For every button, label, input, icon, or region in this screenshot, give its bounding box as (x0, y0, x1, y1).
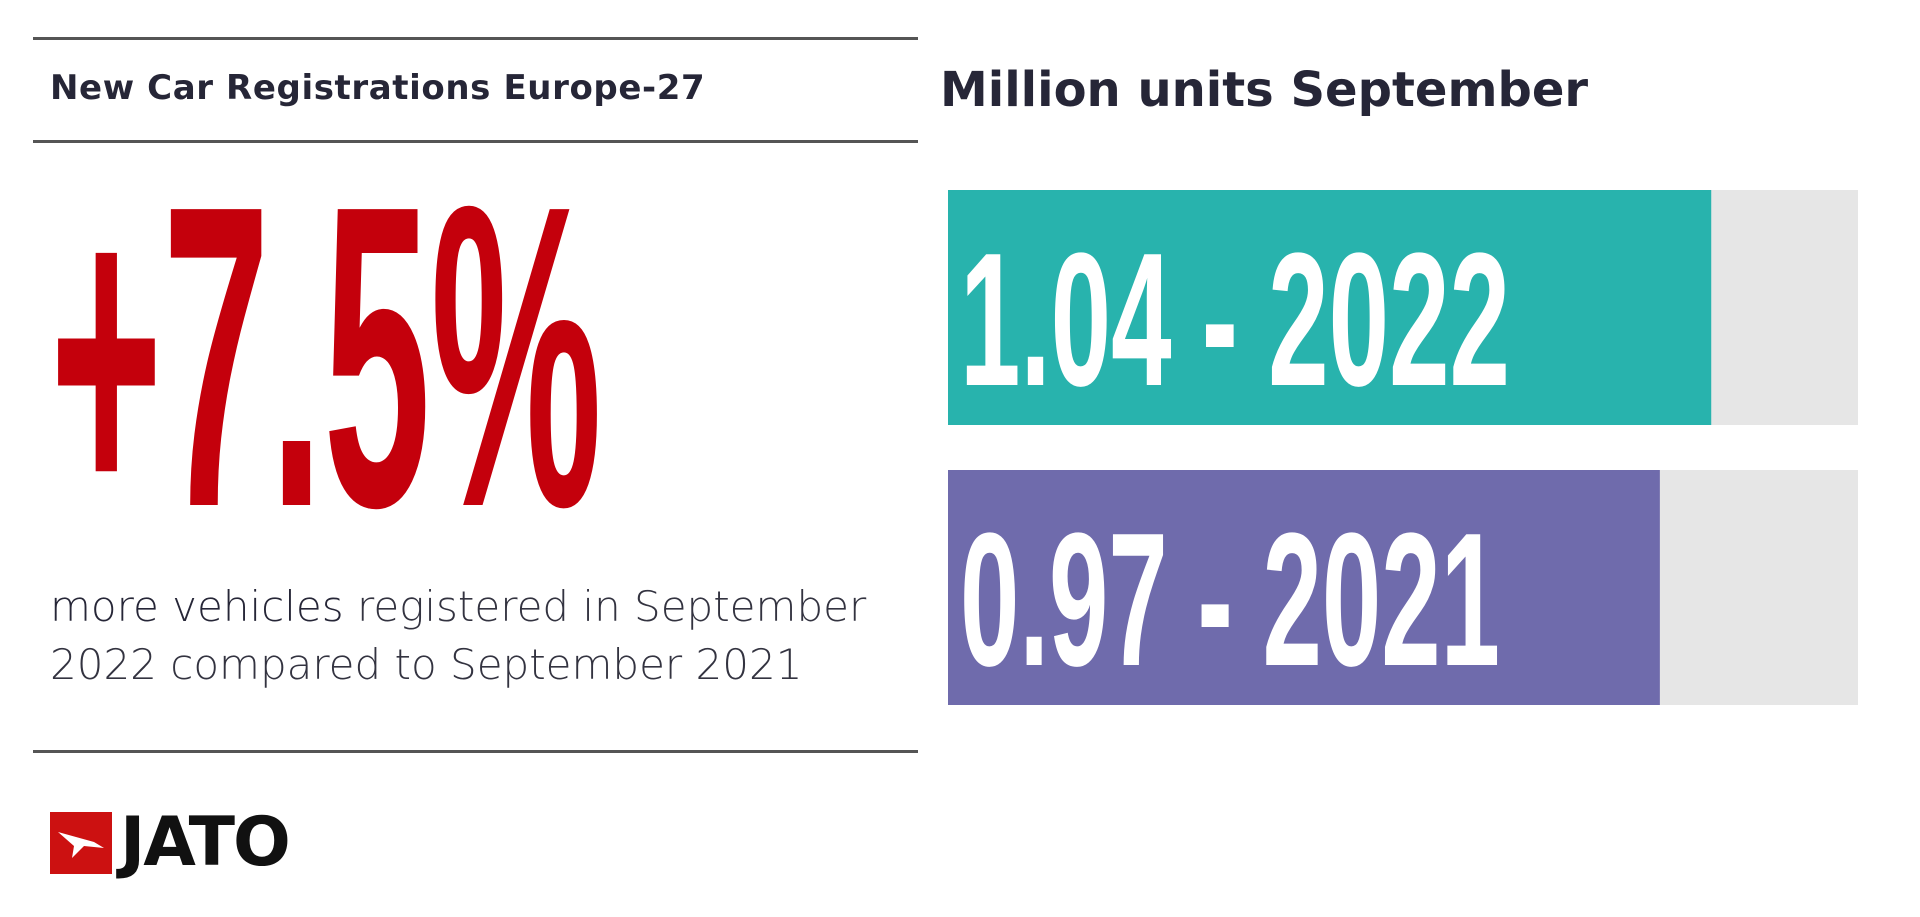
title-divider (33, 140, 918, 143)
logo-wordmark: JATO (120, 803, 291, 882)
caption-lead: more vehicles (50, 582, 344, 631)
chart-title: Million units September (940, 62, 1589, 118)
jato-arrow-icon (50, 812, 112, 874)
left-panel-title: New Car Registrations Europe-27 (50, 68, 706, 108)
headline-caption: more vehicles registered in September 20… (50, 578, 866, 694)
caption-rest: registered in September (343, 582, 867, 631)
headline-change-value: +7.5% (50, 117, 602, 597)
headline-change-figure: +7.5% (50, 117, 602, 597)
bottom-divider (33, 750, 918, 753)
bar-2022 (948, 190, 1712, 425)
bar-label-2021: 0.97 - 2021 (960, 494, 1500, 706)
bar-2021 (948, 470, 1660, 705)
caption-line-2: 2022 compared to September 2021 (50, 640, 803, 689)
jato-logo: JATO (50, 803, 291, 882)
bar-label-2022: 1.04 - 2022 (960, 214, 1510, 426)
top-divider (33, 37, 918, 40)
registrations-bar-chart: 1.04 - 2022 0.97 - 2021 (948, 190, 1858, 706)
